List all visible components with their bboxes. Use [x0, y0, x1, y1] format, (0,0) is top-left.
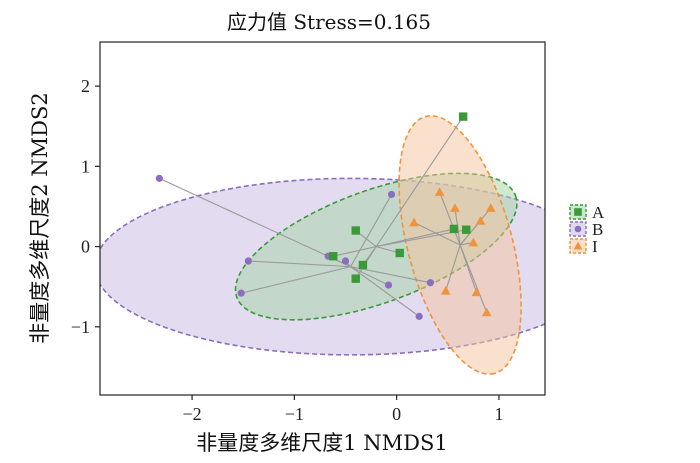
legend-item-a: A: [569, 203, 605, 222]
x-tick-label-0: −2: [182, 404, 201, 424]
legend-label-i: I: [592, 237, 598, 256]
point-b-7: [415, 312, 423, 320]
point-i-6: [440, 285, 451, 295]
point-a-1: [351, 226, 360, 235]
y-tick-label-3: 2: [81, 76, 90, 96]
plot-area: −2 −1 0 1 −1 0 1 2: [71, 41, 546, 424]
point-a-0: [329, 252, 338, 261]
plot-clipped-group: [100, 112, 545, 375]
x-tick-label-3: 1: [494, 404, 503, 424]
point-i-0: [434, 187, 445, 196]
point-b-5: [384, 281, 393, 289]
spoke-b-0: [159, 177, 351, 268]
point-i-3: [475, 216, 486, 225]
point-b-2: [237, 289, 245, 297]
legend-label-a: A: [592, 203, 605, 222]
point-a-5: [449, 224, 459, 234]
legend-marker-b: [574, 225, 582, 233]
legend-marker-i: [573, 241, 583, 250]
point-a-2: [358, 260, 368, 270]
y-tick-label-1: 0: [81, 237, 90, 257]
spoke-b-6: [350, 266, 431, 284]
y-tick-label-2: 1: [81, 156, 90, 176]
legend-item-i: I: [569, 237, 598, 256]
x-tick-label-1: −1: [285, 404, 304, 424]
spoke-i-4: [413, 222, 461, 246]
point-a-4: [395, 248, 404, 258]
point-i-5: [468, 237, 479, 247]
spoke-b-1: [248, 260, 351, 268]
spoke-i-6: [445, 244, 461, 291]
point-i-1: [450, 203, 460, 212]
legend: ABI: [569, 203, 605, 256]
x-tick-label-2: 0: [392, 404, 401, 424]
spoke-i-0: [439, 191, 461, 246]
point-i-4: [409, 217, 419, 227]
spoke-b-2: [241, 266, 351, 294]
y-tick-label-0: −1: [71, 317, 90, 337]
legend-item-b: B: [569, 220, 603, 239]
point-b-6: [426, 279, 435, 287]
x-axis-label: 非量度多维尺度1 NMDS1: [196, 431, 448, 455]
chart-title: 应力值 Stress=0.165: [227, 10, 431, 34]
point-b-8: [387, 190, 396, 199]
spoke-b-7: [350, 266, 420, 317]
point-a-6: [462, 225, 471, 234]
spoke-i-8: [459, 244, 488, 313]
spoke-a-0: [333, 246, 377, 257]
point-b-1: [244, 257, 252, 265]
plot-frame: [99, 41, 546, 396]
legend-label-b: B: [592, 220, 603, 239]
legend-marker-a: [574, 208, 582, 216]
spoke-b-5: [350, 266, 389, 286]
point-i-7: [471, 287, 482, 297]
spoke-b-8: [350, 194, 393, 267]
point-a-7: [458, 112, 468, 121]
point-i-8: [481, 307, 492, 317]
point-a-3: [351, 274, 360, 283]
point-b-4: [341, 257, 350, 265]
y-axis-label: 非量度多维尺度2 NMDS2: [28, 92, 52, 344]
point-i-2: [485, 203, 496, 212]
point-b-0: [155, 174, 163, 182]
spoke-a-7: [375, 116, 464, 247]
